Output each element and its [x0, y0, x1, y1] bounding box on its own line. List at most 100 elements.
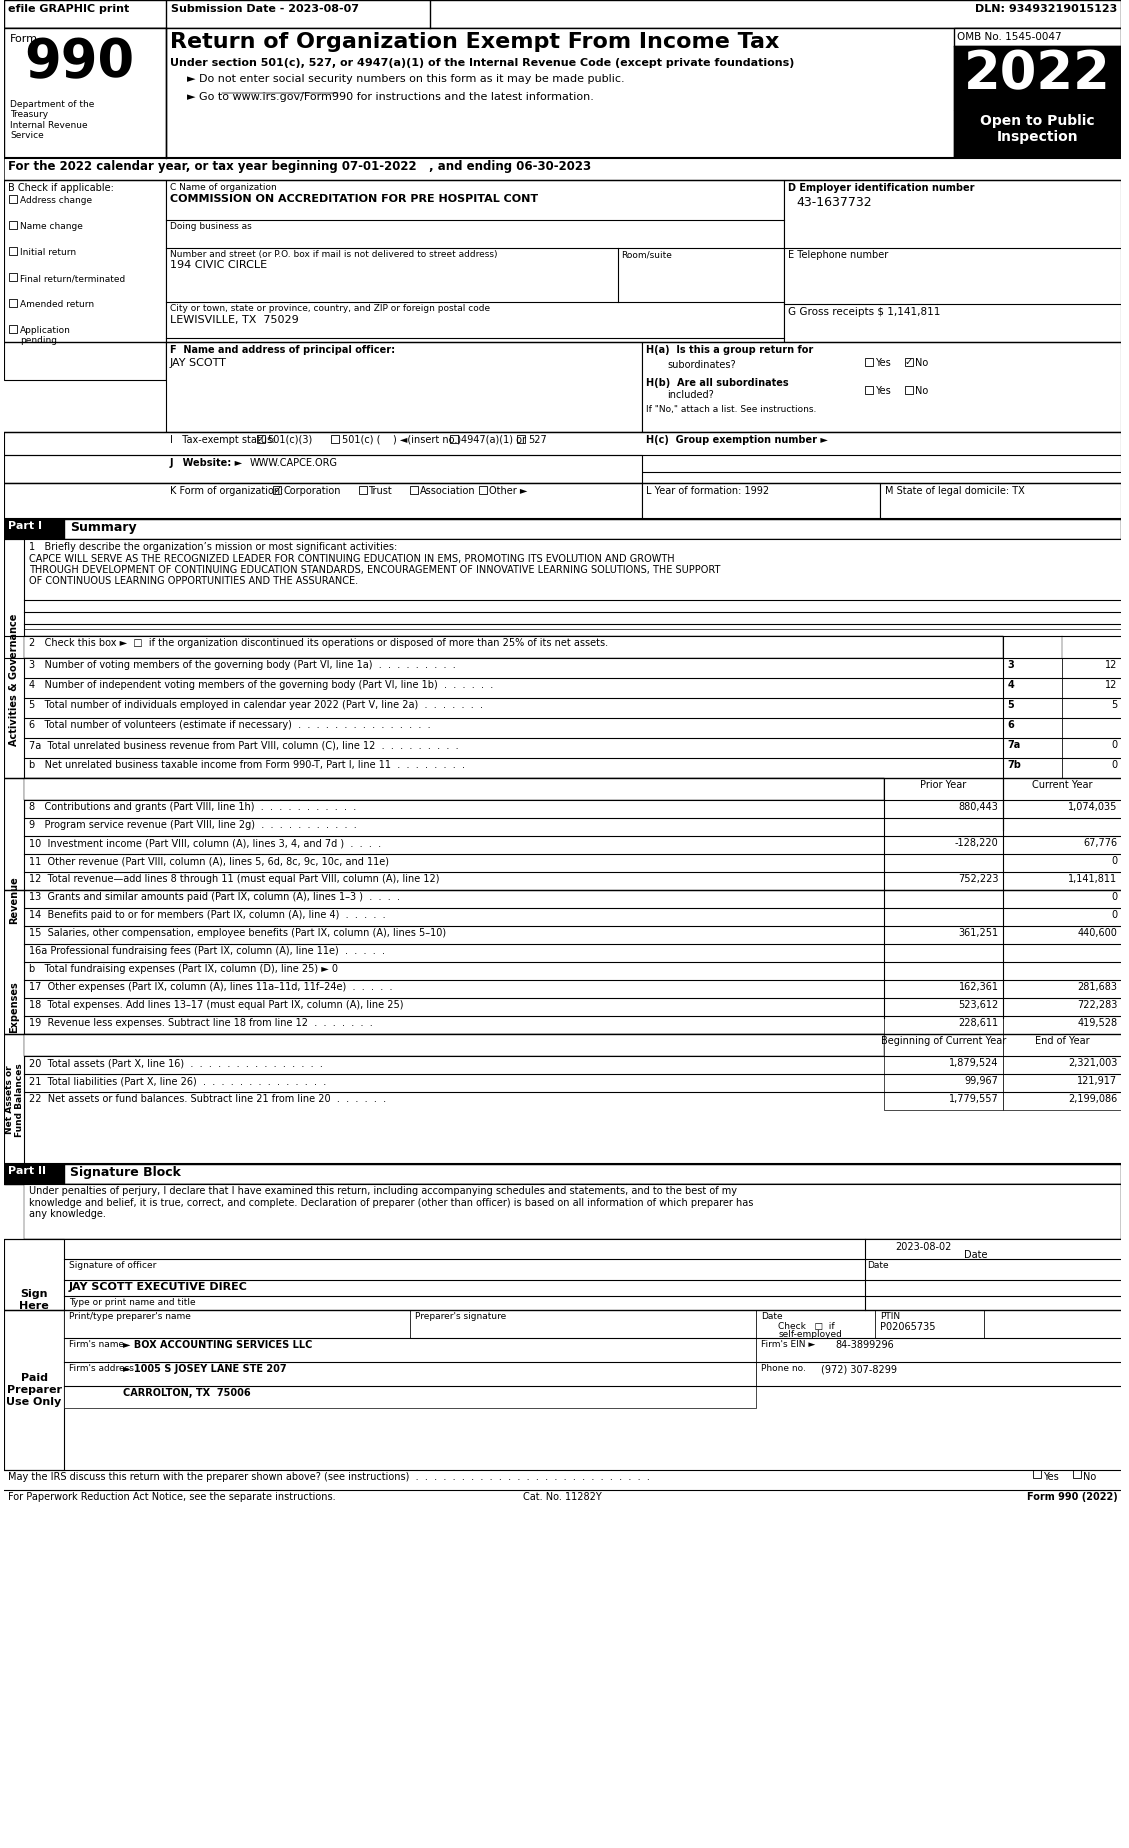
- Bar: [904, 386, 912, 394]
- Text: No: No: [914, 359, 928, 368]
- Text: 14  Benefits paid to or for members (Part IX, column (A), line 4)  .  .  .  .  .: 14 Benefits paid to or for members (Part…: [29, 909, 386, 920]
- Bar: [5, 1164, 63, 1185]
- Text: H(c)  Group exemption number ►: H(c) Group exemption number ►: [646, 434, 828, 445]
- Bar: [9, 248, 17, 255]
- Text: subordinates?: subordinates?: [667, 360, 736, 370]
- Text: 21  Total liabilities (Part X, line 26)  .  .  .  .  .  .  .  .  .  .  .  .  .  : 21 Total liabilities (Part X, line 26) .…: [29, 1076, 326, 1087]
- Bar: [9, 325, 17, 333]
- Bar: [884, 872, 1003, 891]
- Bar: [5, 432, 1121, 471]
- Bar: [641, 342, 1121, 432]
- Text: Trust: Trust: [368, 486, 392, 495]
- Bar: [410, 1310, 756, 1338]
- Bar: [63, 1386, 756, 1408]
- Text: Yes: Yes: [1043, 1473, 1059, 1482]
- Text: 84-3899296: 84-3899296: [835, 1340, 894, 1351]
- Bar: [5, 519, 63, 540]
- Bar: [1003, 1055, 1121, 1074]
- Text: OF CONTINUOUS LEARNING OPPORTUNITIES AND THE ASSURANCE.: OF CONTINUOUS LEARNING OPPORTUNITIES AND…: [29, 577, 358, 586]
- Bar: [983, 1310, 1121, 1338]
- Bar: [5, 179, 166, 381]
- Bar: [756, 1310, 875, 1338]
- Text: OMB No. 1545-0047: OMB No. 1545-0047: [957, 31, 1061, 43]
- Text: 13  Grants and similar amounts paid (Part IX, column (A), lines 1–3 )  .  .  .  : 13 Grants and similar amounts paid (Part…: [29, 893, 400, 902]
- Bar: [256, 434, 264, 444]
- Text: efile GRAPHIC print: efile GRAPHIC print: [8, 4, 130, 15]
- Bar: [63, 1338, 756, 1362]
- Bar: [1003, 979, 1121, 998]
- Text: Expenses: Expenses: [9, 981, 19, 1033]
- Text: 4   Number of independent voting members of the governing body (Part VI, line 1b: 4 Number of independent voting members o…: [29, 680, 493, 689]
- Bar: [1003, 1074, 1121, 1092]
- Bar: [63, 519, 1121, 540]
- Text: ✓: ✓: [904, 357, 912, 368]
- Text: Room/suite: Room/suite: [621, 249, 672, 259]
- Text: Open to Public
Inspection: Open to Public Inspection: [980, 115, 1095, 144]
- Bar: [884, 854, 1003, 872]
- Bar: [5, 540, 1121, 628]
- Text: Number and street (or P.O. box if mail is not delivered to street address): Number and street (or P.O. box if mail i…: [169, 249, 497, 259]
- Text: 2023-08-02: 2023-08-02: [895, 1242, 952, 1251]
- Text: 0: 0: [1111, 893, 1118, 902]
- Bar: [63, 1362, 756, 1386]
- Text: PTIN: PTIN: [879, 1312, 900, 1321]
- Bar: [1062, 737, 1121, 758]
- Text: 0: 0: [1111, 739, 1118, 750]
- Bar: [884, 926, 1003, 944]
- Text: Cat. No. 11282Y: Cat. No. 11282Y: [523, 1491, 602, 1502]
- Text: Department of the
Treasury
Internal Revenue
Service: Department of the Treasury Internal Reve…: [10, 100, 95, 140]
- Bar: [884, 907, 1003, 926]
- Text: JAY SCOTT EXECUTIVE DIREC: JAY SCOTT EXECUTIVE DIREC: [69, 1283, 247, 1292]
- Text: 162,361: 162,361: [959, 981, 999, 992]
- Bar: [641, 482, 879, 519]
- Text: included?: included?: [667, 390, 714, 399]
- Text: 22  Net assets or fund balances. Subtract line 21 from line 20  .  .  .  .  .  .: 22 Net assets or fund balances. Subtract…: [29, 1094, 386, 1103]
- Bar: [5, 157, 1121, 179]
- Text: Signature Block: Signature Block: [70, 1166, 181, 1179]
- Bar: [884, 819, 1003, 835]
- Text: End of Year: End of Year: [1035, 1037, 1089, 1046]
- Text: No: No: [1083, 1473, 1096, 1482]
- Text: P02065735: P02065735: [879, 1321, 936, 1332]
- Bar: [756, 1362, 1121, 1386]
- Text: Form 990 (2022): Form 990 (2022): [1026, 1491, 1118, 1502]
- Text: ► Go to www.irs.gov/Form990 for instructions and the latest information.: ► Go to www.irs.gov/Form990 for instruct…: [187, 92, 594, 102]
- Bar: [5, 1310, 63, 1469]
- Text: 2,321,003: 2,321,003: [1068, 1059, 1118, 1068]
- Bar: [1003, 737, 1062, 758]
- Text: ► Do not enter social security numbers on this form as it may be made public.: ► Do not enter social security numbers o…: [187, 74, 625, 83]
- Text: Under penalties of perjury, I declare that I have examined this return, includin: Under penalties of perjury, I declare th…: [29, 1186, 753, 1220]
- Bar: [1062, 678, 1121, 699]
- Bar: [166, 342, 641, 432]
- Bar: [63, 1310, 410, 1338]
- Text: 12: 12: [1105, 660, 1118, 671]
- Text: Part I: Part I: [8, 521, 42, 530]
- Bar: [1062, 658, 1121, 678]
- Text: ► 1005 S JOSEY LANE STE 207: ► 1005 S JOSEY LANE STE 207: [123, 1364, 287, 1375]
- Text: C Name of organization: C Name of organization: [169, 183, 277, 192]
- Text: 15  Salaries, other compensation, employee benefits (Part IX, column (A), lines : 15 Salaries, other compensation, employe…: [29, 928, 446, 939]
- Bar: [5, 28, 166, 157]
- Text: 2   Check this box ►  □  if the organization discontinued its operations or disp: 2 Check this box ► □ if the organization…: [29, 638, 609, 649]
- Bar: [410, 486, 418, 493]
- Text: 7a  Total unrelated business revenue from Part VIII, column (C), line 12  .  .  : 7a Total unrelated business revenue from…: [29, 739, 458, 750]
- Text: Current Year: Current Year: [1032, 780, 1093, 789]
- Text: Signature of officer: Signature of officer: [69, 1260, 156, 1270]
- Text: Corporation: Corporation: [283, 486, 341, 495]
- Text: Other ►: Other ►: [489, 486, 527, 495]
- Text: B Check if applicable:: B Check if applicable:: [8, 183, 114, 192]
- Bar: [9, 222, 17, 229]
- Text: Under section 501(c), 527, or 4947(a)(1) of the Internal Revenue Code (except pr: Under section 501(c), 527, or 4947(a)(1)…: [169, 57, 794, 68]
- Text: Yes: Yes: [875, 359, 891, 368]
- Text: 5: 5: [1008, 700, 1014, 710]
- Text: I   Tax-exempt status:: I Tax-exempt status:: [169, 434, 275, 445]
- Bar: [884, 891, 1003, 907]
- Text: Submission Date - 2023-08-07: Submission Date - 2023-08-07: [170, 4, 359, 15]
- Text: Firm's name: Firm's name: [69, 1340, 124, 1349]
- Bar: [756, 1338, 1121, 1362]
- Text: Date: Date: [867, 1260, 889, 1270]
- Text: LEWISVILLE, TX  75029: LEWISVILLE, TX 75029: [169, 314, 298, 325]
- Text: 43-1637732: 43-1637732: [796, 196, 872, 209]
- Text: Yes: Yes: [875, 386, 891, 395]
- Bar: [1003, 719, 1062, 737]
